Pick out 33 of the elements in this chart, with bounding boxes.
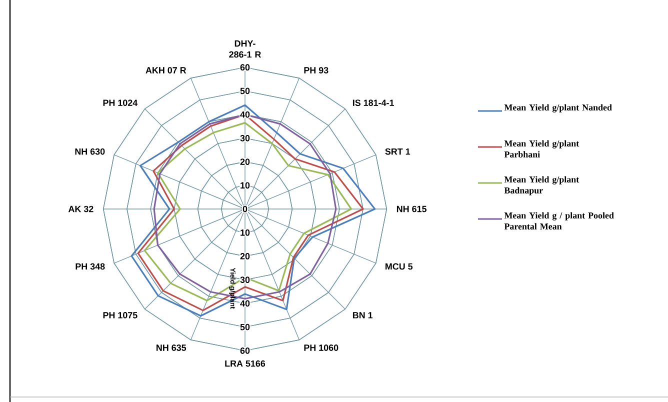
spoke-label: NH 630	[75, 148, 105, 155]
y-tick-label: 0	[242, 206, 248, 212]
legend-label: Mean Yield g/plant Nanded	[504, 104, 612, 112]
spoke-label: PH 93	[304, 67, 328, 74]
y-tick-label: 20	[240, 253, 250, 260]
spoke-label: IS 181-4-1	[352, 100, 394, 106]
spoke-label: DHY-286-1 R	[229, 40, 262, 58]
legend-label: Mean Yield g / plant Pooled Parental Mean	[504, 212, 614, 230]
y-tick-label: 60	[240, 64, 250, 71]
y-tick-label: 10	[240, 229, 250, 236]
y-tick-label: 40	[240, 300, 250, 307]
spoke-label: AKH 07 R	[146, 67, 186, 74]
spoke-label: NH 615	[396, 206, 427, 212]
spoke-label: SRT 1	[385, 148, 410, 155]
y-tick-label: 30	[240, 276, 250, 284]
spoke-label: PH 1060	[304, 344, 338, 351]
legend-label: Mean Yield g/plant Badnapur	[504, 176, 580, 196]
spoke-label: PH 348	[76, 263, 105, 270]
y-tick-label: 60	[240, 347, 250, 354]
spoke-label: PH 1075	[103, 312, 138, 318]
spoke-label: AK 32	[68, 206, 94, 212]
legend-label: Mean Yield g/plant Parbhani	[504, 140, 580, 158]
y-tick-label: 30	[240, 134, 250, 142]
spoke-label: LRA 5166	[225, 360, 266, 367]
spoke-label: NH 635	[156, 344, 186, 351]
spoke-label: BN 1	[352, 312, 373, 318]
y-tick-label: 40	[240, 111, 250, 118]
y-tick-label: 10	[240, 182, 250, 189]
spoke-label: PH 1024	[103, 100, 138, 106]
y-tick-label: 50	[240, 88, 250, 94]
y-tick-label: 50	[240, 324, 250, 330]
spoke-label: MCU 5	[386, 263, 413, 270]
y-tick-label: 20	[240, 158, 250, 165]
